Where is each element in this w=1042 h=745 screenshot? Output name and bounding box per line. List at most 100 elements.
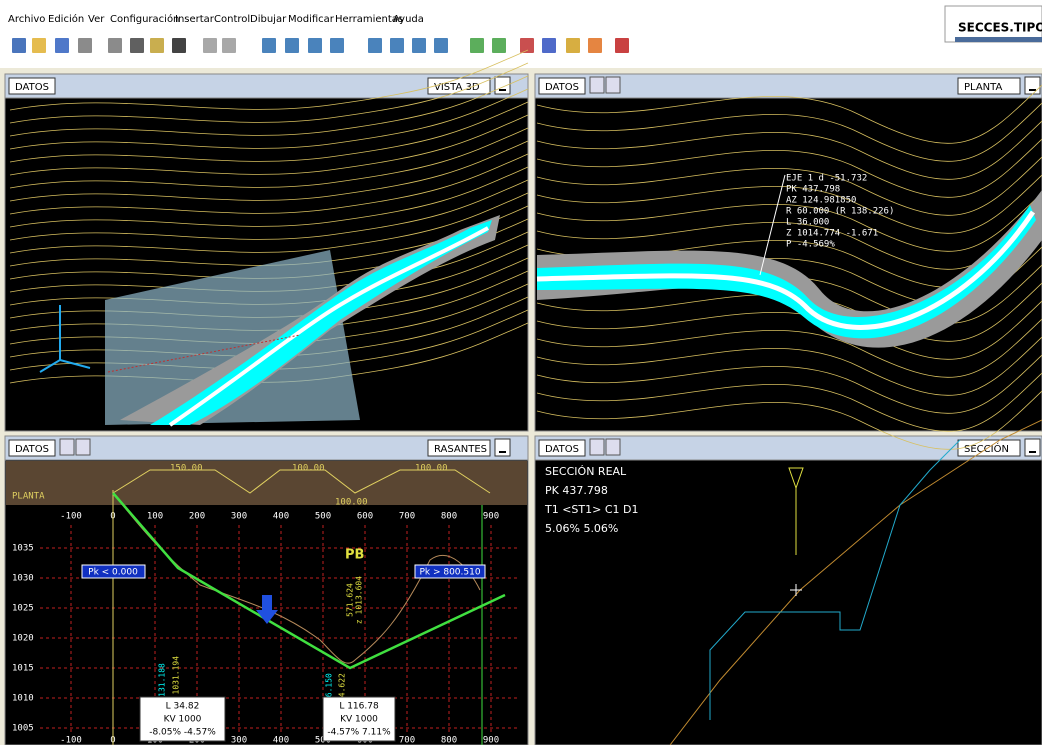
axis-line	[107, 334, 301, 373]
start-label: Pk < 0.000	[88, 568, 138, 578]
menu-item[interactable]: Herramientas	[335, 14, 403, 25]
view-button[interactable]	[427, 77, 491, 95]
menu-item[interactable]: Archivo	[8, 14, 45, 25]
toolbar-icon[interactable]	[308, 38, 322, 53]
contour	[536, 156, 1042, 216]
toolbar-icon[interactable]	[150, 38, 164, 53]
toolbar-icon[interactable]	[262, 38, 276, 53]
x-label-bottom: 900	[483, 736, 499, 745]
planta-annotation: L 36.000	[786, 218, 829, 228]
toolbar-icon[interactable]	[12, 38, 26, 53]
toolbar-icon[interactable]	[542, 38, 556, 53]
band-value: 100.00	[292, 464, 325, 474]
y-label: 1035	[12, 544, 34, 554]
x-label-top: 800	[441, 512, 457, 522]
vista3d-drawing	[9, 49, 529, 427]
contour	[9, 166, 529, 228]
curve-label: -8.05% -4.57%	[149, 728, 216, 738]
zoom-icon[interactable]	[605, 438, 621, 456]
toolbar-icon[interactable]	[32, 38, 46, 53]
planta-annotation: EJE 1 d -51.732	[786, 174, 867, 184]
planta-annotation: R 60.000 (R 138.226)	[786, 207, 894, 217]
view-button[interactable]	[427, 439, 491, 457]
toolbar-icon[interactable]	[368, 38, 382, 53]
y-label: 1030	[12, 574, 34, 584]
view-title: PLANTA	[964, 82, 1002, 93]
toolbar-icon[interactable]	[108, 38, 122, 53]
contour	[9, 127, 529, 189]
menu-item[interactable]: Ver	[88, 14, 105, 25]
x-label-top: 900	[483, 512, 499, 522]
curve-label: -4.57% 7.11%	[327, 728, 391, 738]
toolbar-icon[interactable]	[470, 38, 484, 53]
minimize-button[interactable]	[1024, 438, 1041, 457]
x-label-top: 200	[189, 512, 205, 522]
road-center	[168, 226, 489, 427]
menu-item[interactable]: Modificar	[288, 14, 335, 25]
view-button[interactable]	[957, 77, 1021, 95]
x-label-top: 300	[231, 512, 247, 522]
vertical-label: 584.622	[338, 673, 347, 707]
band-value: 100.00	[415, 464, 448, 474]
section-info: SECCIÓN REAL	[545, 465, 627, 478]
datos-button[interactable]	[538, 77, 586, 95]
zoom-icon[interactable]	[589, 76, 605, 94]
y-label: 1015	[12, 664, 34, 674]
toolbar-icon[interactable]	[285, 38, 299, 53]
minimize-button[interactable]	[494, 438, 511, 457]
axis-marker	[788, 467, 804, 555]
plan-band	[6, 461, 527, 505]
zoom-icon[interactable]	[605, 76, 621, 94]
end-label: Pk > 800.510	[419, 568, 480, 578]
zoom-icon[interactable]	[59, 438, 75, 456]
contour	[536, 174, 1042, 234]
y-label: 1005	[12, 724, 34, 734]
x-label-top: 500	[315, 512, 331, 522]
menu-item[interactable]: Configuración	[110, 13, 179, 25]
toolbar-icon[interactable]	[492, 38, 506, 53]
toolbar-icon[interactable]	[55, 38, 69, 53]
toolbar-icon[interactable]	[434, 38, 448, 53]
menu-item[interactable]: Dibujar	[250, 14, 287, 25]
planta-annotation: Z 1014.774 -1.671	[786, 229, 878, 239]
minimize-button[interactable]	[1024, 76, 1041, 95]
datos-button[interactable]	[8, 439, 56, 457]
datos-label: DATOS	[15, 444, 49, 455]
curve-box	[322, 696, 396, 742]
x-label-bottom: 400	[273, 736, 289, 745]
toolbar-icon[interactable]	[130, 38, 144, 53]
toolbar-icon[interactable]	[222, 38, 236, 53]
menu-item[interactable]: Insertar	[175, 14, 215, 25]
view-button[interactable]	[957, 439, 1021, 457]
toolbar-icon[interactable]	[588, 38, 602, 53]
toolbar-icon[interactable]	[172, 38, 186, 53]
window-tab	[944, 5, 1042, 43]
zoom-icon[interactable]	[75, 438, 91, 456]
section-info: 5.06% 5.06%	[545, 522, 618, 535]
ucs-icon	[39, 305, 91, 373]
toolbar-icon[interactable]	[203, 38, 217, 53]
menu-item[interactable]: Control	[214, 14, 250, 25]
minimize-button[interactable]	[494, 76, 511, 95]
contour	[536, 390, 1042, 450]
toolbar-icon[interactable]	[615, 38, 629, 53]
toolbar-icon[interactable]	[412, 38, 426, 53]
datos-label: DATOS	[545, 82, 579, 93]
datos-button[interactable]	[8, 77, 56, 95]
menu-item[interactable]: Edición	[48, 13, 84, 25]
window-title: SECCES.TIPO	[958, 21, 1042, 35]
zoom-icon[interactable]	[589, 438, 605, 456]
x-label-top: 700	[399, 512, 415, 522]
contour	[536, 120, 1042, 180]
section-info: PK 437.798	[545, 484, 608, 497]
menu-item[interactable]: Ayuda	[393, 14, 424, 25]
datos-label: DATOS	[545, 444, 579, 455]
toolbar-icon[interactable]	[520, 38, 534, 53]
contour	[9, 114, 529, 176]
toolbar-icon[interactable]	[566, 38, 580, 53]
datos-button[interactable]	[538, 439, 586, 457]
toolbar-icon[interactable]	[390, 38, 404, 53]
toolbar-icon[interactable]	[78, 38, 92, 53]
toolbar-icon[interactable]	[330, 38, 344, 53]
